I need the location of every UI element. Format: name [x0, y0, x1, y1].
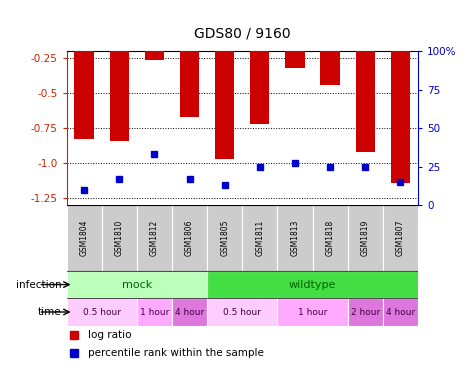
Bar	[356, 23, 375, 152]
Text: GSM1813: GSM1813	[291, 220, 299, 256]
Bar	[250, 23, 269, 124]
Text: time: time	[38, 307, 62, 317]
Bar	[145, 23, 164, 60]
Text: 0.5 hour: 0.5 hour	[223, 307, 261, 317]
Text: GSM1806: GSM1806	[185, 220, 194, 256]
Bar	[66, 298, 137, 326]
Text: 2 hour: 2 hour	[351, 307, 380, 317]
Text: log ratio: log ratio	[87, 330, 131, 340]
Bar	[172, 298, 207, 326]
Text: 1 hour: 1 hour	[298, 307, 327, 317]
Text: GSM1805: GSM1805	[220, 220, 229, 256]
Bar	[391, 23, 410, 183]
Bar	[207, 271, 418, 298]
Text: GSM1812: GSM1812	[150, 220, 159, 256]
Bar	[172, 205, 207, 271]
Bar	[137, 205, 172, 271]
Bar	[215, 23, 234, 159]
Text: 4 hour: 4 hour	[386, 307, 415, 317]
Bar	[277, 298, 348, 326]
Text: GSM1818: GSM1818	[326, 220, 334, 256]
Text: GSM1811: GSM1811	[256, 220, 264, 256]
Bar	[66, 271, 207, 298]
Bar	[321, 23, 340, 85]
Bar	[207, 298, 277, 326]
Bar	[277, 205, 313, 271]
Text: GSM1819: GSM1819	[361, 220, 370, 256]
Text: percentile rank within the sample: percentile rank within the sample	[87, 348, 264, 358]
Text: GDS80 / 9160: GDS80 / 9160	[194, 26, 291, 40]
Text: 4 hour: 4 hour	[175, 307, 204, 317]
Bar	[348, 298, 383, 326]
Bar	[313, 205, 348, 271]
Text: 1 hour: 1 hour	[140, 307, 169, 317]
Text: 0.5 hour: 0.5 hour	[83, 307, 121, 317]
Bar	[207, 205, 242, 271]
Text: wildtype: wildtype	[289, 280, 336, 290]
Text: mock: mock	[122, 280, 152, 290]
Bar	[75, 23, 94, 139]
Bar	[348, 205, 383, 271]
Bar	[110, 23, 129, 141]
Text: GSM1804: GSM1804	[80, 220, 88, 256]
Bar	[285, 23, 304, 68]
Text: GSM1807: GSM1807	[396, 220, 405, 256]
Bar	[383, 298, 418, 326]
Text: infection: infection	[16, 280, 62, 290]
Bar	[180, 23, 199, 117]
Text: GSM1810: GSM1810	[115, 220, 124, 256]
Bar	[66, 205, 102, 271]
Bar	[242, 205, 277, 271]
Bar	[383, 205, 418, 271]
Bar	[137, 298, 172, 326]
Bar	[102, 205, 137, 271]
